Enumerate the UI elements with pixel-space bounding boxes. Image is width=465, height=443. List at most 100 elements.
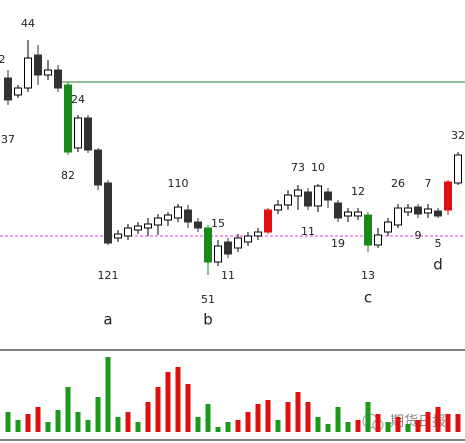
annotation: d bbox=[433, 256, 443, 274]
annotation: 121 bbox=[98, 269, 119, 282]
candle-body bbox=[174, 206, 182, 219]
candle-body bbox=[414, 206, 422, 215]
volume-bar bbox=[25, 414, 31, 432]
candle-body bbox=[184, 209, 192, 223]
candle-body bbox=[84, 117, 92, 151]
volume-bar bbox=[185, 384, 191, 432]
annotation: 5 bbox=[435, 237, 442, 250]
candle-body bbox=[234, 237, 242, 249]
volume-bar bbox=[45, 422, 51, 432]
candle-body bbox=[244, 235, 252, 243]
volume-bar bbox=[295, 392, 301, 432]
annotation: b bbox=[203, 311, 213, 329]
annotation: 12 bbox=[351, 185, 365, 198]
volume-bar bbox=[55, 410, 61, 432]
candle-body bbox=[354, 211, 362, 217]
volume-bar bbox=[315, 417, 321, 432]
candle-body bbox=[54, 69, 62, 89]
volume-bar bbox=[85, 420, 91, 432]
volume-bar bbox=[75, 412, 81, 432]
candle-body bbox=[4, 77, 12, 101]
candle-body bbox=[114, 233, 122, 239]
candle-body bbox=[394, 207, 402, 226]
candle-body bbox=[214, 245, 222, 263]
volume-bar bbox=[365, 402, 371, 432]
candle-body bbox=[254, 231, 262, 237]
candle-body bbox=[94, 149, 102, 186]
annotation: 51 bbox=[201, 293, 215, 306]
candle-body bbox=[304, 191, 312, 207]
volume-bar bbox=[445, 414, 451, 432]
candle-body bbox=[44, 69, 52, 76]
candle-body bbox=[324, 191, 332, 201]
volume-bar bbox=[375, 414, 381, 432]
candle-body bbox=[454, 154, 462, 184]
annotation: a bbox=[103, 311, 112, 329]
volume-bar bbox=[105, 357, 111, 432]
volume-bar bbox=[215, 427, 221, 432]
volume-bar bbox=[35, 407, 41, 432]
candle-body bbox=[264, 209, 272, 233]
volume-bar bbox=[345, 422, 351, 432]
volume-bar bbox=[165, 372, 171, 432]
volume-bar bbox=[265, 400, 271, 432]
volume-bar bbox=[405, 424, 411, 432]
annotation: 13 bbox=[361, 269, 375, 282]
candle-body bbox=[24, 57, 32, 89]
annotation: 110 bbox=[168, 177, 189, 190]
candle-body bbox=[384, 221, 392, 233]
annotation: 7 bbox=[425, 177, 432, 190]
volume-bar bbox=[5, 412, 11, 432]
volume-bar bbox=[135, 422, 141, 432]
volume-bar bbox=[425, 412, 431, 432]
volume-bar bbox=[195, 417, 201, 432]
volume-bar bbox=[385, 422, 391, 432]
annotation: 11 bbox=[301, 225, 315, 238]
volume-bar bbox=[205, 404, 211, 432]
annotation: 11 bbox=[221, 269, 235, 282]
candle-body bbox=[144, 223, 152, 229]
volume-bar bbox=[325, 424, 331, 432]
volume-bar bbox=[15, 420, 21, 432]
volume-bar bbox=[155, 387, 161, 432]
candle-body bbox=[334, 202, 342, 219]
candle-body bbox=[134, 225, 142, 231]
volume-bar bbox=[395, 417, 401, 432]
candle-body bbox=[74, 117, 82, 149]
volume-bar bbox=[65, 387, 71, 432]
candle-body bbox=[34, 54, 42, 76]
volume-bar bbox=[95, 397, 101, 432]
candle-body bbox=[294, 189, 302, 197]
candle-body bbox=[164, 214, 172, 221]
candle-body bbox=[404, 207, 412, 213]
candle-body bbox=[434, 210, 442, 217]
candle-body bbox=[204, 227, 212, 263]
candle-body bbox=[124, 227, 132, 237]
volume-bar bbox=[435, 407, 441, 432]
volume-bar bbox=[305, 402, 311, 432]
volume-bar bbox=[275, 420, 281, 432]
annotation: 9 bbox=[415, 229, 422, 242]
volume-bar bbox=[245, 412, 251, 432]
volume-bar bbox=[235, 420, 241, 432]
annotation: 2 bbox=[0, 53, 6, 66]
volume-bar bbox=[145, 402, 151, 432]
candle-body bbox=[194, 221, 202, 229]
volume-bar bbox=[335, 407, 341, 432]
volume-bar bbox=[255, 404, 261, 432]
annotation: 26 bbox=[391, 177, 405, 190]
candle-body bbox=[284, 194, 292, 206]
volume-bar bbox=[115, 417, 121, 432]
volume-bar bbox=[455, 414, 461, 432]
annotation: 44 bbox=[21, 17, 35, 30]
candle-body bbox=[224, 241, 232, 255]
candle-body bbox=[154, 217, 162, 226]
annotation: 32 bbox=[451, 129, 465, 142]
candle-body bbox=[314, 185, 322, 207]
candle-body bbox=[444, 181, 452, 211]
annotation: 19 bbox=[331, 237, 345, 250]
volume-bar bbox=[355, 420, 361, 432]
annotation: c bbox=[364, 289, 372, 307]
annotation: 82 bbox=[61, 169, 75, 182]
